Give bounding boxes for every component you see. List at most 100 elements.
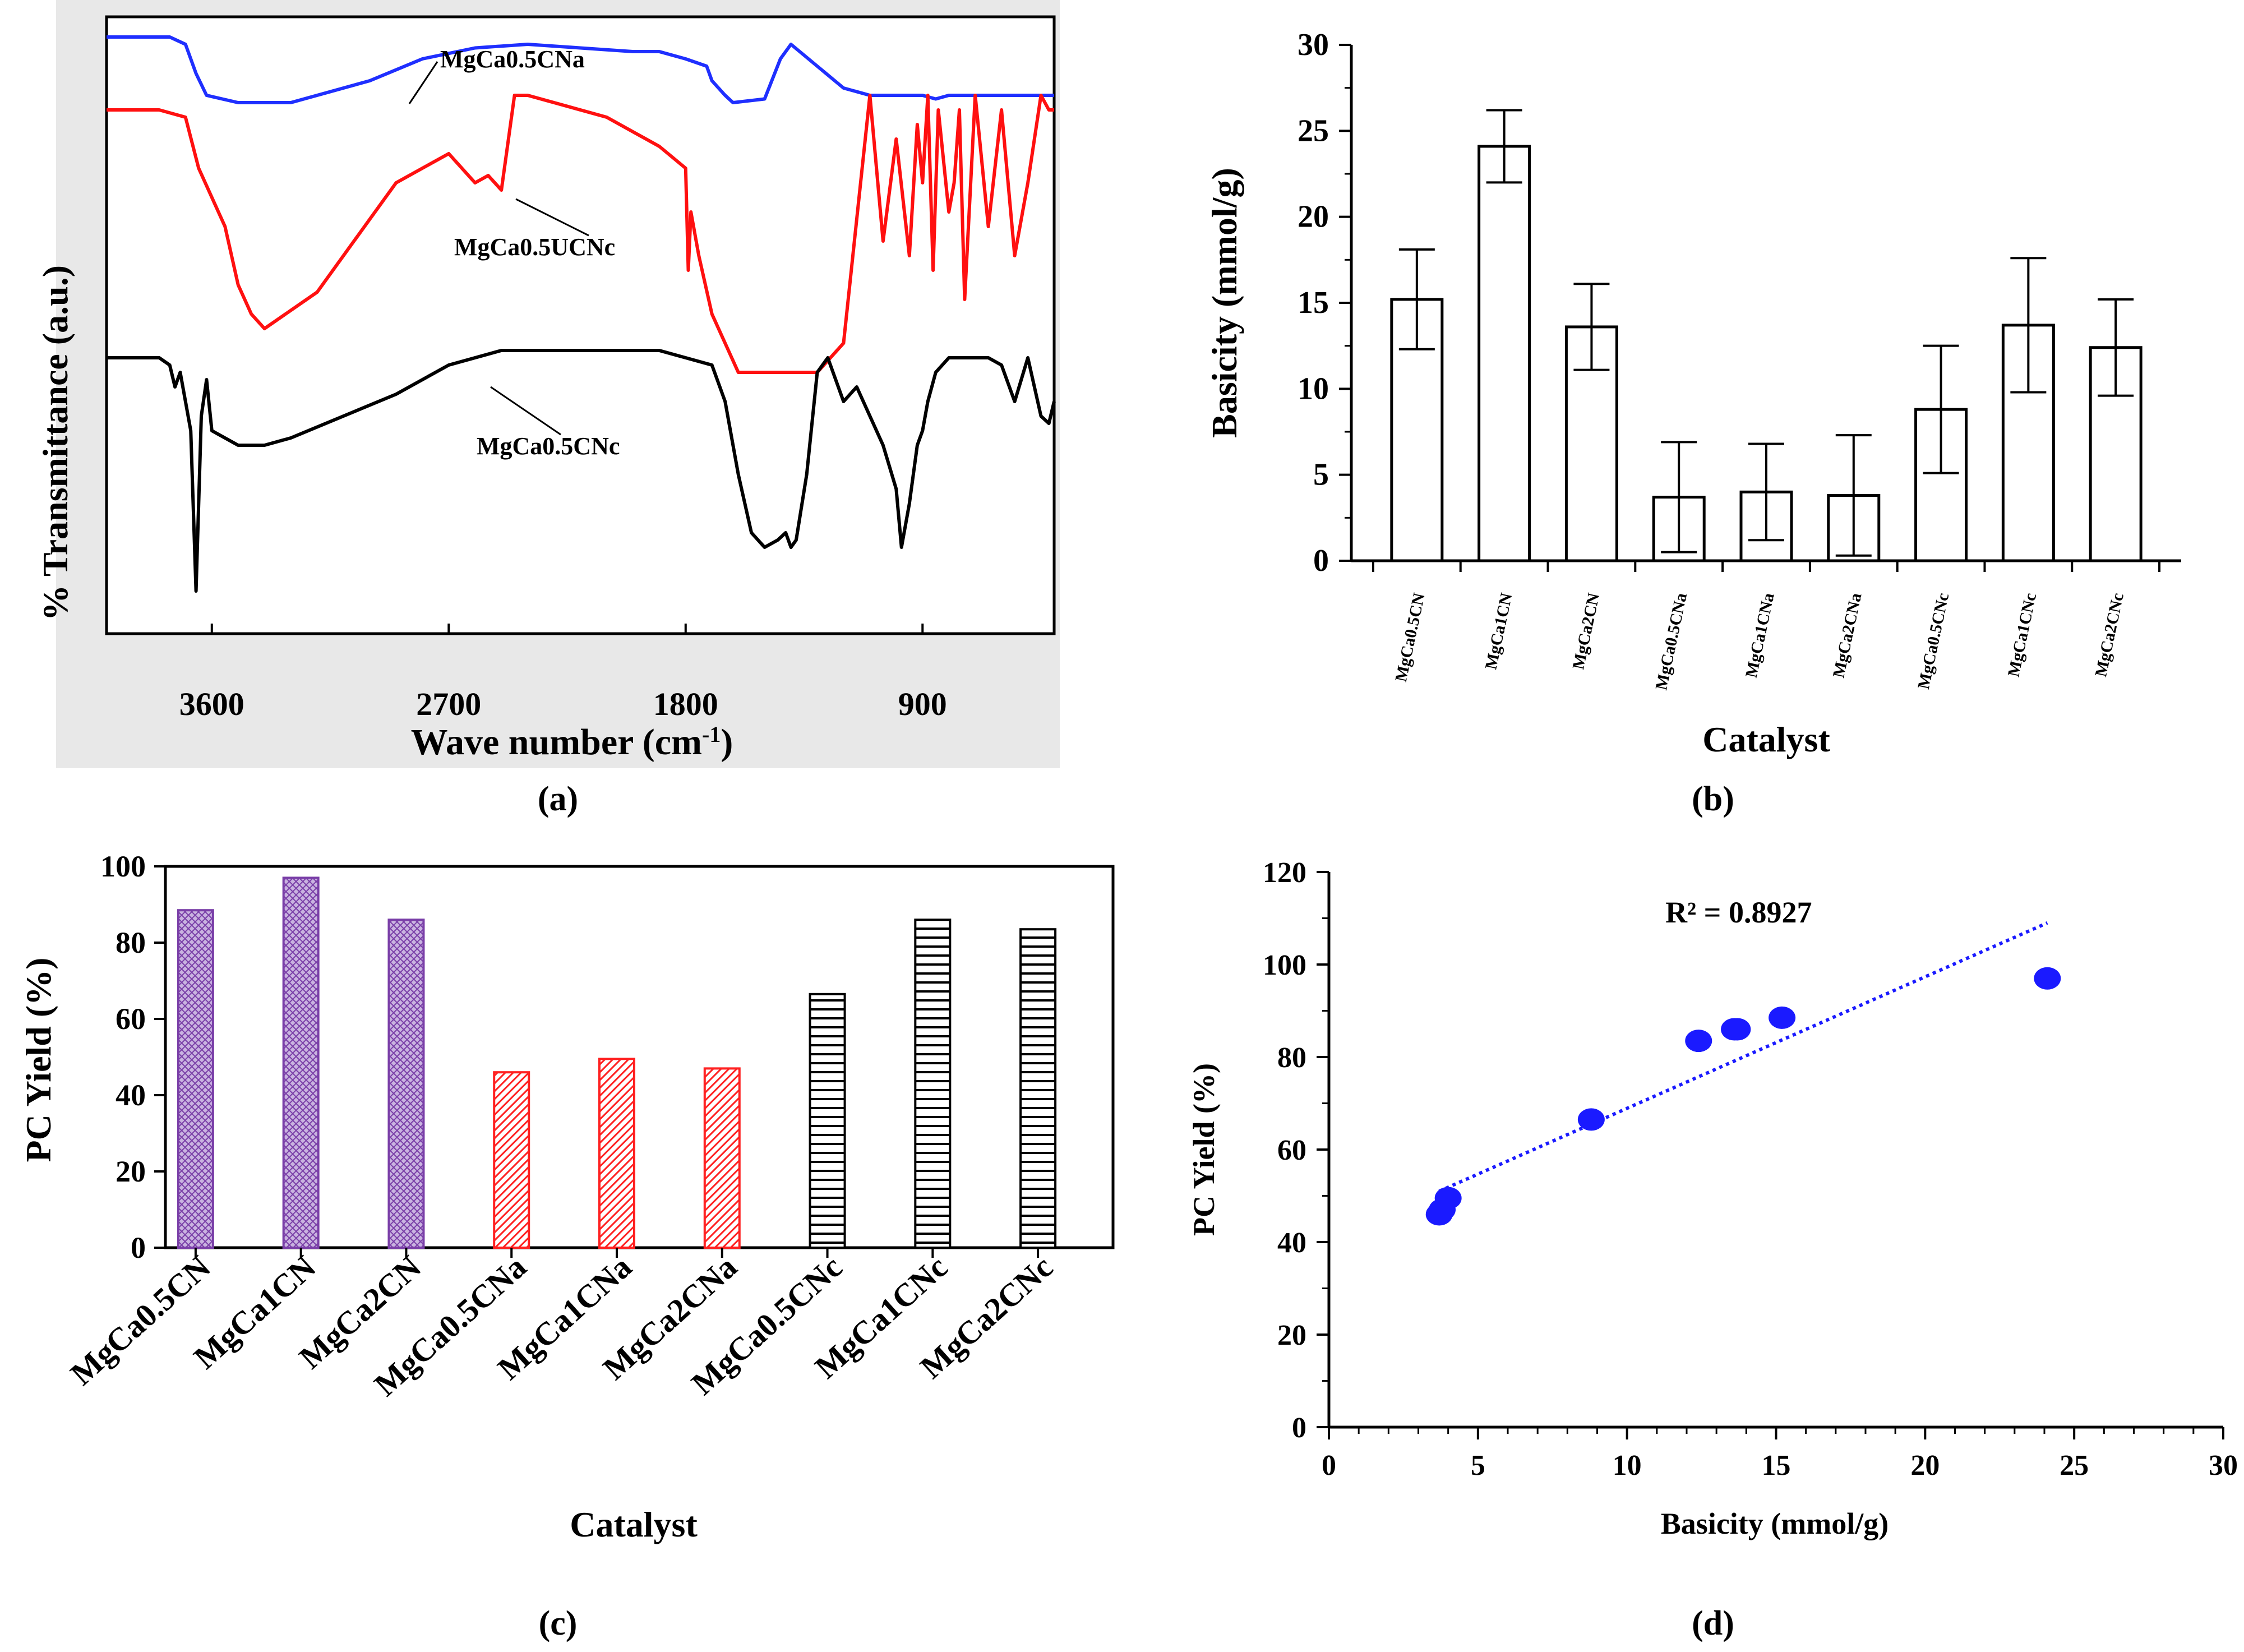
arrow-a3	[490, 386, 561, 436]
data-point	[1434, 1187, 1462, 1210]
panel-d-x-label: Basicity (mmol/g)	[1661, 1507, 1889, 1540]
y-tick-label-80: 80	[116, 926, 146, 959]
panel-a-ftir: 3600 2700 1800 900 MgCa0.5CNa MgCa0.5UCNc M…	[35, 0, 1060, 818]
x-tick-label-900: 900	[898, 686, 947, 722]
panel-c-x-label: Catalyst	[570, 1505, 698, 1544]
bar-mgca1cnc	[914, 919, 952, 1249]
panel-c-caption: (c)	[539, 1604, 578, 1642]
y-tick-label-5: 5	[1313, 458, 1329, 492]
y-tick-label-80: 80	[1277, 1042, 1306, 1074]
y-tick-label-60: 60	[116, 1002, 146, 1036]
panel-d-correlation: 0 20 40 60 80 100 120 0 5 10 15 20 25 30 R² = 0.8927…	[1187, 857, 2238, 1642]
x-tick-label-25: 25	[2060, 1450, 2089, 1482]
x-tick-label-10: 10	[1613, 1450, 1642, 1482]
y-tick-label-100: 100	[1263, 949, 1306, 981]
bar-mgca1cna	[598, 1058, 635, 1249]
data-point	[1577, 1108, 1605, 1131]
panel-b-bars	[1390, 109, 2143, 562]
bar-mgca2cna	[703, 1067, 741, 1249]
y-tick-label-60: 60	[1277, 1134, 1306, 1166]
panel-a-plot-frame	[105, 15, 1056, 635]
annotation-arrows	[408, 61, 589, 436]
panel-b-y-label: Basicity (mmol/g)	[1204, 168, 1244, 438]
error-bar-mgca2cna	[1835, 434, 1872, 557]
category-label-mgca0-5cna: MgCa0.5CNa	[1652, 592, 1691, 692]
category-label-mgca1cn: MgCa1CN	[1481, 591, 1516, 671]
panel-b-x-label: Catalyst	[1702, 719, 1830, 759]
x-tick-label-30: 30	[2209, 1450, 2238, 1482]
x-tick-label-2700: 2700	[416, 686, 481, 722]
y-tick-label-0: 0	[1292, 1412, 1306, 1444]
bar-mgca0-5cnc	[1914, 408, 1968, 562]
panel-c-category-labels: MgCa0.5CNMgCa1CNMgCa2CNMgCa0.5CNaMgCa1CN…	[63, 1248, 1060, 1403]
y-tick-label-0: 0	[1313, 543, 1329, 578]
y-tick-label-100: 100	[100, 850, 146, 883]
series-line-mgca0-5ucnc	[107, 94, 1054, 374]
r-squared-annotation: R² = 0.8927	[1665, 896, 1812, 929]
x-tick-label-0: 0	[1322, 1450, 1336, 1482]
arrow-a1	[408, 61, 438, 104]
panel-b-caption: (b)	[1692, 780, 1734, 818]
y-tick-label-20: 20	[116, 1155, 146, 1188]
panel-d-caption: (d)	[1692, 1604, 1734, 1642]
panel-a-x-label: Wave number (cm-1)	[411, 722, 733, 763]
category-label-mgca0-5cn: MgCa0.5CN	[63, 1248, 218, 1392]
y-tick-label-120: 120	[1263, 857, 1306, 889]
category-label-mgca2cna: MgCa2CNa	[1829, 592, 1865, 680]
panel-b-y-ticks: 0 5 10 15 20 25 30	[1298, 27, 1351, 578]
data-point	[1685, 1030, 1712, 1053]
panel-d-points	[1425, 967, 2061, 1226]
x-tick-label-3600: 3600	[179, 686, 244, 722]
category-label-mgca1cnc: MgCa1CNc	[2004, 592, 2040, 679]
category-label-mgca0-5cn: MgCa0.5CN	[1392, 591, 1429, 683]
y-tick-label-0: 0	[131, 1231, 146, 1265]
x-tick-label-20: 20	[1910, 1450, 1940, 1482]
bar-mgca0-5cna	[493, 1071, 530, 1249]
panel-d-y-ticks: 0 20 40 60 80 100 120	[1263, 857, 1329, 1444]
error-bar-mgca0-5cnc	[1923, 344, 1959, 474]
category-label-mgca2cn: MgCa2CN	[1569, 591, 1603, 671]
bar-mgca0-5cnc	[809, 993, 846, 1249]
bar-mgca1cnc	[2001, 324, 2055, 562]
y-tick-label-20: 20	[1277, 1319, 1306, 1351]
y-tick-label-40: 40	[1277, 1227, 1306, 1259]
bar-mgca1cn	[1477, 145, 1531, 562]
y-tick-label-20: 20	[1298, 200, 1329, 234]
bar-mgca2cn	[387, 919, 425, 1249]
x-tick-label-1800: 1800	[653, 686, 718, 722]
error-bar-mgca1cn	[1486, 109, 1522, 184]
panel-a-y-label: % Transmittance (a.u.)	[35, 265, 75, 621]
x-tick-label-5: 5	[1471, 1450, 1485, 1482]
panel-c-plot-frame	[164, 865, 1115, 1249]
error-bar-mgca2cnc	[2098, 298, 2134, 397]
data-point	[1724, 1018, 1751, 1041]
panel-c-y-label: PC Yield (%)	[19, 958, 58, 1162]
annotation-mgca05cna: MgCa0.5CNa	[440, 45, 585, 73]
panel-c-bars	[177, 876, 1057, 1249]
y-tick-label-30: 30	[1298, 27, 1329, 62]
annotation-mgca05cnc: MgCa0.5CNc	[477, 432, 620, 460]
data-point	[1769, 1006, 1796, 1029]
error-bar-mgca1cna	[1748, 442, 1784, 542]
panel-d-trendline	[1438, 921, 2048, 1193]
error-bar-mgca1cnc	[2010, 257, 2047, 394]
panel-a-series-group	[107, 35, 1056, 593]
panel-d-y-label: PC Yield (%)	[1187, 1063, 1221, 1236]
panel-c-pc-yield: 0 20 40 60 80 100 MgCa0.5CNMgCa1CNMgCa2CNMgCa…	[19, 850, 1115, 1642]
bar-mgca2cnc	[1019, 928, 1057, 1249]
error-bar-mgca0-5cna	[1661, 441, 1697, 553]
category-label-mgca1cna: MgCa1CNa	[1742, 592, 1778, 680]
panel-a-x-ticks: 3600 2700 1800 900	[179, 624, 947, 722]
annotation-mgca05ucnc: MgCa0.5UCNc	[454, 233, 615, 261]
category-label-mgca2cnc: MgCa2CNc	[2091, 592, 2127, 679]
category-label-mgca0-5cnc: MgCa0.5CNc	[1914, 592, 1952, 691]
arrow-a2	[515, 198, 589, 237]
bar-mgca1cn	[282, 876, 320, 1249]
panel-a-caption: (a)	[538, 780, 578, 818]
x-tick-label-15: 15	[1762, 1450, 1791, 1482]
series-line-mgca0-5cnc	[107, 349, 1056, 593]
data-point	[2034, 967, 2061, 990]
y-tick-label-15: 15	[1298, 285, 1329, 320]
